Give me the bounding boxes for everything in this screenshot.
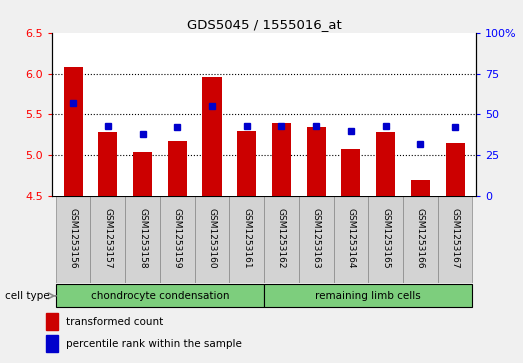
Bar	[46, 313, 58, 330]
Bar	[446, 143, 464, 196]
Text: remaining limb cells: remaining limb cells	[315, 291, 421, 301]
Bar	[230, 196, 264, 283]
Text: GSM1253157: GSM1253157	[104, 208, 112, 268]
Bar	[133, 152, 152, 196]
Bar	[334, 196, 368, 283]
Bar	[272, 122, 291, 196]
Text: GSM1253156: GSM1253156	[69, 208, 77, 268]
Bar	[264, 285, 472, 307]
Bar	[125, 196, 160, 283]
Text: chondrocyte condensation: chondrocyte condensation	[90, 291, 229, 301]
Bar	[299, 196, 334, 283]
Title: GDS5045 / 1555016_at: GDS5045 / 1555016_at	[187, 19, 342, 32]
Bar	[306, 127, 326, 196]
Bar	[237, 131, 256, 196]
Text: percentile rank within the sample: percentile rank within the sample	[66, 339, 242, 349]
Bar	[46, 335, 58, 352]
Text: GSM1253158: GSM1253158	[138, 208, 147, 268]
Text: GSM1253167: GSM1253167	[451, 208, 460, 268]
Bar	[376, 132, 395, 196]
Text: GSM1253163: GSM1253163	[312, 208, 321, 268]
Text: GSM1253159: GSM1253159	[173, 208, 182, 268]
Bar	[56, 285, 264, 307]
Bar	[90, 196, 125, 283]
Bar	[368, 196, 403, 283]
Bar	[202, 77, 222, 196]
Text: GSM1253165: GSM1253165	[381, 208, 390, 268]
Bar	[56, 196, 90, 283]
Text: GSM1253162: GSM1253162	[277, 208, 286, 268]
Bar	[168, 141, 187, 196]
Text: GSM1253166: GSM1253166	[416, 208, 425, 268]
Bar	[342, 150, 360, 196]
Bar	[403, 196, 438, 283]
Bar	[64, 67, 83, 196]
Bar	[411, 180, 430, 196]
Text: GSM1253161: GSM1253161	[242, 208, 251, 268]
Text: cell type: cell type	[5, 291, 50, 301]
Bar	[98, 132, 117, 196]
Text: GSM1253160: GSM1253160	[208, 208, 217, 268]
Text: transformed count: transformed count	[66, 317, 163, 327]
Text: GSM1253164: GSM1253164	[346, 208, 356, 268]
Bar	[195, 196, 230, 283]
Bar	[438, 196, 472, 283]
Bar	[160, 196, 195, 283]
Bar	[264, 196, 299, 283]
